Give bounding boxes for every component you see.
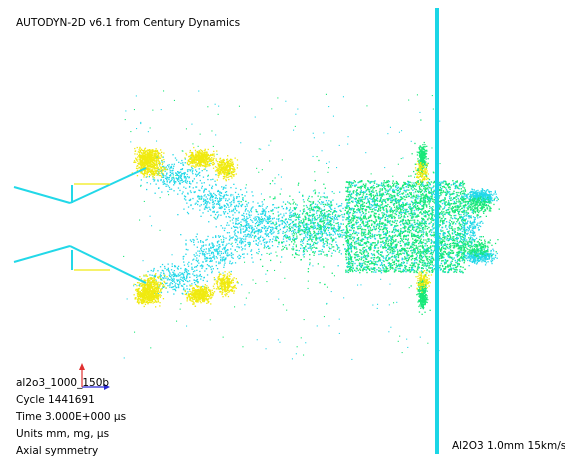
info-panel: al2o3_1000_150b Cycle 1441691 Time 3.000…: [16, 375, 126, 460]
casing-upper-flare: [70, 168, 146, 203]
cycle-readout: Cycle 1441691: [16, 392, 126, 409]
model-name: al2o3_1000_150b: [16, 375, 126, 392]
casing-lower-edge: [14, 246, 70, 262]
time-readout: Time 3.000E+000 μs: [16, 409, 126, 426]
axis-y-arrowhead: [79, 363, 85, 370]
casing-outline: [14, 168, 146, 283]
symmetry-readout: Axial symmetry: [16, 443, 126, 460]
material-label: Al2O3 1.0mm 15km/s: [452, 441, 565, 452]
casing-lower-flare: [70, 246, 146, 283]
target-plate: [435, 8, 439, 454]
debris-cloud: [123, 90, 500, 360]
casing-upper-edge: [14, 187, 70, 203]
units-readout: Units mm, mg, μs: [16, 426, 126, 443]
